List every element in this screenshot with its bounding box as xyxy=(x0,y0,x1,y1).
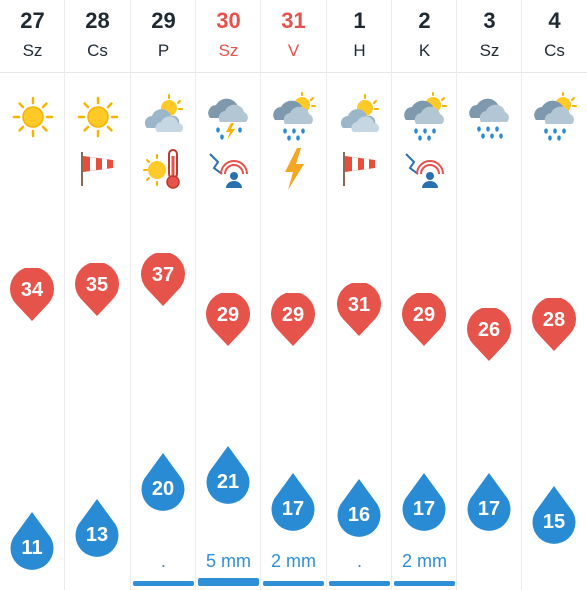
precipitation-amount: 2 mm xyxy=(271,551,316,571)
column-divider xyxy=(130,0,131,590)
day-number: 2 xyxy=(418,8,431,33)
windsock-icon xyxy=(335,144,385,194)
max-temp-value: 29 xyxy=(281,304,305,326)
day-header-strip xyxy=(0,0,587,73)
partly-cloudy-icon xyxy=(335,92,385,142)
min-temp-marker: 17 xyxy=(271,472,315,531)
day-number: 4 xyxy=(548,8,561,33)
max-temp-marker: 29 xyxy=(206,293,250,347)
max-temp-marker: 28 xyxy=(532,298,576,352)
day-name: K xyxy=(418,41,431,60)
lightning-icon xyxy=(269,144,319,194)
max-temp-value: 31 xyxy=(347,294,371,316)
day-number: 28 xyxy=(85,8,110,33)
day-column-2[interactable]: 2 K 29 17 2 mm xyxy=(392,0,457,590)
day-name: Sz xyxy=(218,41,239,60)
day-name: H xyxy=(353,41,366,60)
day-name: Sz xyxy=(479,41,500,60)
min-temp-value: 17 xyxy=(477,497,501,520)
day-name: P xyxy=(157,41,170,60)
day-name: Cs xyxy=(87,41,108,60)
precipitation-bar xyxy=(133,581,194,586)
windsock-icon xyxy=(73,144,123,194)
thunderstorm-icon xyxy=(204,92,254,142)
column-divider xyxy=(195,0,196,590)
day-name: Cs xyxy=(544,41,565,60)
column-divider xyxy=(260,0,261,590)
day-column-1[interactable]: 1 H 31 16. xyxy=(327,0,392,590)
sun-icon xyxy=(73,92,123,142)
hot-icon xyxy=(139,144,189,194)
day-name: Sz xyxy=(22,41,43,60)
day-number: 30 xyxy=(216,8,241,33)
precipitation-amount: . xyxy=(356,551,362,571)
min-temp-marker: 15 xyxy=(532,485,576,544)
sun-icon xyxy=(8,92,58,142)
day-column-27[interactable]: 27 Sz 34 11 xyxy=(0,0,65,590)
day-number: 3 xyxy=(483,8,496,33)
max-temp-marker: 34 xyxy=(10,268,54,322)
min-temp-marker: 21 xyxy=(206,446,250,505)
column-divider xyxy=(456,0,457,590)
min-temp-value: 16 xyxy=(347,504,371,527)
day-column-28[interactable]: 28 Cs 35 13 xyxy=(65,0,130,590)
min-temp-value: 21 xyxy=(216,471,240,494)
precipitation-bar xyxy=(329,581,390,586)
storm-warning-icon xyxy=(400,144,450,194)
max-temp-value: 29 xyxy=(412,304,436,326)
min-temp-value: 15 xyxy=(542,510,566,533)
max-temp-value: 34 xyxy=(20,279,44,301)
day-number: 31 xyxy=(281,8,306,33)
min-temp-marker: 16 xyxy=(337,479,381,538)
max-temp-marker: 29 xyxy=(271,293,315,347)
column-divider xyxy=(391,0,392,590)
min-temp-value: 11 xyxy=(21,537,43,559)
precipitation-bar xyxy=(263,581,324,586)
storm-warning-icon xyxy=(204,144,254,194)
precipitation-amount: 2 mm xyxy=(402,551,447,571)
max-temp-marker: 37 xyxy=(141,253,185,307)
day-number: 1 xyxy=(353,8,366,33)
min-temp-value: 17 xyxy=(412,497,436,520)
min-temp-marker: 17 xyxy=(467,472,511,531)
day-column-4[interactable]: 4 Cs 28 15 xyxy=(522,0,587,590)
day-column-3[interactable]: 3 Sz 26 17 xyxy=(457,0,522,590)
max-temp-value: 37 xyxy=(151,264,175,286)
column-divider xyxy=(326,0,327,590)
day-name: V xyxy=(287,41,300,60)
max-temp-marker: 26 xyxy=(467,308,511,362)
precipitation-amount: . xyxy=(160,551,166,571)
rain-icon xyxy=(465,92,515,142)
sun-cloud-rain-icon xyxy=(269,92,319,142)
min-temp-value: 13 xyxy=(85,523,109,546)
column-divider xyxy=(521,0,522,590)
precipitation-bar xyxy=(394,581,455,586)
max-temp-value: 35 xyxy=(85,274,109,296)
day-number: 29 xyxy=(151,8,176,33)
max-temp-marker: 31 xyxy=(337,283,381,337)
min-temp-marker: 13 xyxy=(75,498,119,557)
day-column-29[interactable]: 29 P 37 20. xyxy=(131,0,196,590)
precipitation-bar xyxy=(198,578,259,586)
sun-cloud-rain-icon xyxy=(530,92,580,142)
max-temp-value: 29 xyxy=(216,304,240,326)
sun-cloud-rain-icon xyxy=(400,92,450,142)
min-temp-marker: 20 xyxy=(141,452,185,511)
day-number: 27 xyxy=(20,8,45,33)
max-temp-marker: 35 xyxy=(75,263,119,317)
min-temp-marker: 17 xyxy=(402,472,446,531)
precipitation-amount: 5 mm xyxy=(206,551,251,571)
day-column-31[interactable]: 31 V 29 17 2 mm xyxy=(261,0,326,590)
min-temp-value: 17 xyxy=(281,497,305,520)
max-temp-value: 26 xyxy=(477,319,501,341)
partly-cloudy-icon xyxy=(139,92,189,142)
max-temp-value: 28 xyxy=(542,309,566,331)
min-temp-marker: 11 xyxy=(10,512,54,570)
min-temp-value: 20 xyxy=(151,477,175,500)
day-column-30[interactable]: 30 Sz 29 21 5 mm xyxy=(196,0,261,590)
max-temp-marker: 29 xyxy=(402,293,446,347)
column-divider xyxy=(64,0,65,590)
